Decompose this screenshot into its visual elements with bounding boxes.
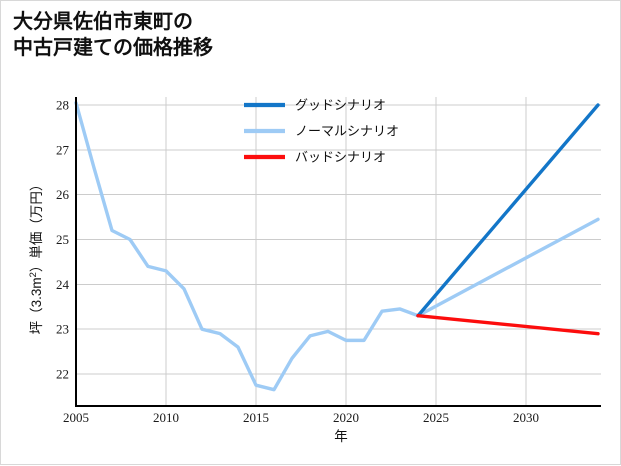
y-tick-label-25: 25 (56, 232, 69, 247)
y-gridlines (76, 104, 601, 375)
x-axis-tick-labels: 2005 2010 2015 2020 2025 2030 (63, 410, 539, 425)
x-tick-label-2025: 2025 (423, 410, 449, 425)
legend-label-1: ノーマルシナリオ (295, 124, 399, 139)
x-gridlines (165, 97, 527, 406)
y-tick-label-23: 23 (56, 322, 69, 337)
y-tick-label-24: 24 (56, 277, 70, 292)
y-axis-tick-labels: 22 23 24 25 26 27 28 (56, 98, 70, 382)
title-line-1: 大分県佐伯市東町の (13, 11, 193, 33)
legend-label-0: グッドシナリオ (295, 98, 386, 113)
series-line-forecast-good (416, 103, 600, 318)
legend-label-2: バッドシナリオ (295, 150, 386, 165)
x-tick-label-2030: 2030 (513, 410, 539, 425)
y-axis-title: 坪（3.3m2）単価（万円） (28, 178, 45, 335)
y-tick-label-26: 26 (56, 187, 70, 202)
svg-text:坪（3.3m2）単価（万円）: 坪（3.3m2）単価（万円） (28, 178, 45, 335)
y-tick-label-27: 27 (56, 142, 70, 157)
series-line-history+forecast-normal (74, 101, 600, 392)
title-line-2: 中古戸建ての価格推移 (13, 37, 213, 60)
page-title: 大分県佐伯市東町の 中古戸建ての価格推移 (13, 9, 213, 62)
series-line-forecast-bad (416, 314, 600, 336)
y-tick-label-28: 28 (56, 98, 69, 113)
x-tick-label-2005: 2005 (63, 410, 89, 425)
x-tick-label-2020: 2020 (333, 410, 359, 425)
series-lines (74, 101, 600, 392)
x-tick-label-2010: 2010 (153, 410, 179, 425)
x-tick-label-2015: 2015 (243, 410, 269, 425)
y-tick-label-22: 22 (56, 367, 69, 382)
x-axis-title: 年 (334, 429, 348, 444)
